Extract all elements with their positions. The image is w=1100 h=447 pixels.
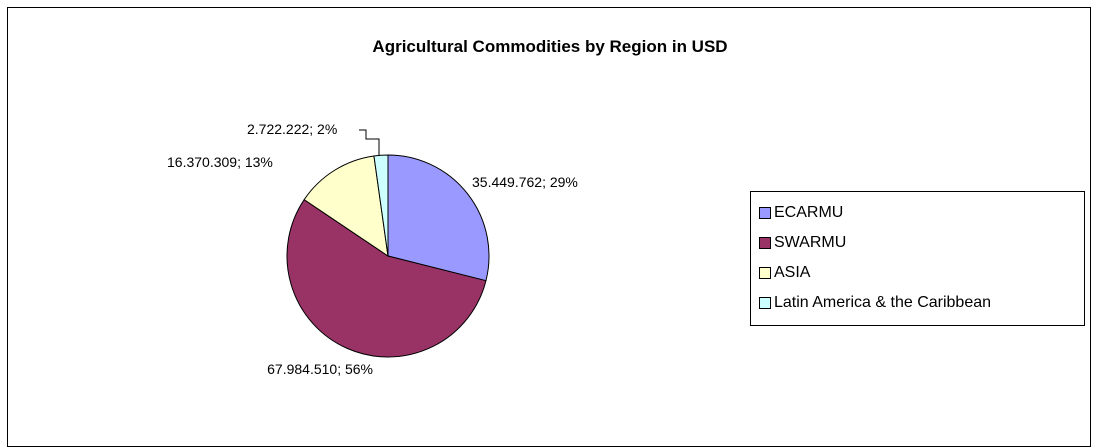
pie-slice-swarmu [286, 198, 487, 358]
chart-title: Agricultural Commodities by Region in US… [372, 37, 728, 56]
legend-item-latin-america: Latin America & the Caribbean [751, 288, 1084, 318]
leader-line [359, 129, 380, 156]
pie-slice-asia [303, 155, 389, 258]
pie-chart: 35.449.762; 29% 67.984.510; 56% 16.370.309… [167, 121, 578, 377]
legend-label-asia: ASIA [774, 264, 811, 281]
legend-item-swarmu: SWARMU [751, 228, 1084, 258]
data-label-asia: 16.370.309; 13% [167, 154, 273, 170]
legend-label-latin-america: Latin America & the Caribbean [774, 294, 992, 311]
data-label-swarmu: 67.984.510; 56% [267, 361, 373, 377]
pie-slice-ecarmu [387, 154, 490, 282]
data-label-latin-america-the-caribbean: 2.722.222; 2% [247, 121, 337, 137]
legend-swatch-ecarmu [759, 207, 771, 219]
legend-swatch-swarmu [759, 237, 771, 249]
legend-item-ecarmu: ECARMU [751, 198, 1084, 228]
pie-slice-latin-america-the-caribbean [373, 154, 389, 257]
legend-label-ecarmu: ECARMU [774, 204, 844, 221]
legend-swatch-latin-america [759, 297, 771, 309]
legend-label-swarmu: SWARMU [774, 234, 847, 251]
legend: ECARMU SWARMU ASIA Latin America & the C… [750, 191, 1085, 326]
legend-item-asia: ASIA [751, 258, 1084, 288]
data-label-ecarmu: 35.449.762; 29% [472, 174, 578, 190]
legend-swatch-asia [759, 267, 771, 279]
